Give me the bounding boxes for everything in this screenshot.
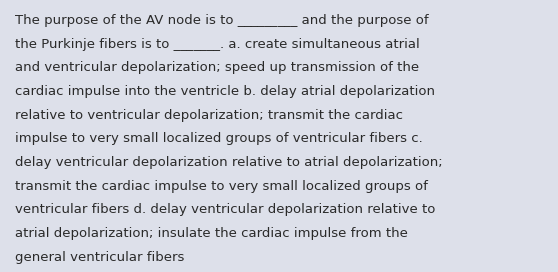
Text: The purpose of the AV node is to _________ and the purpose of: The purpose of the AV node is to _______…: [15, 14, 429, 27]
Text: delay ventricular depolarization relative to atrial depolarization;: delay ventricular depolarization relativ…: [15, 156, 442, 169]
Text: the Purkinje fibers is to _______. a. create simultaneous atrial: the Purkinje fibers is to _______. a. cr…: [15, 38, 420, 51]
Text: ventricular fibers d. delay ventricular depolarization relative to: ventricular fibers d. delay ventricular …: [15, 203, 435, 217]
Text: general ventricular fibers: general ventricular fibers: [15, 251, 185, 264]
Text: cardiac impulse into the ventricle b. delay atrial depolarization: cardiac impulse into the ventricle b. de…: [15, 85, 435, 98]
Text: relative to ventricular depolarization; transmit the cardiac: relative to ventricular depolarization; …: [15, 109, 403, 122]
Text: impulse to very small localized groups of ventricular fibers c.: impulse to very small localized groups o…: [15, 132, 423, 146]
Text: atrial depolarization; insulate the cardiac impulse from the: atrial depolarization; insulate the card…: [15, 227, 408, 240]
Text: and ventricular depolarization; speed up transmission of the: and ventricular depolarization; speed up…: [15, 61, 419, 75]
Text: transmit the cardiac impulse to very small localized groups of: transmit the cardiac impulse to very sma…: [15, 180, 428, 193]
